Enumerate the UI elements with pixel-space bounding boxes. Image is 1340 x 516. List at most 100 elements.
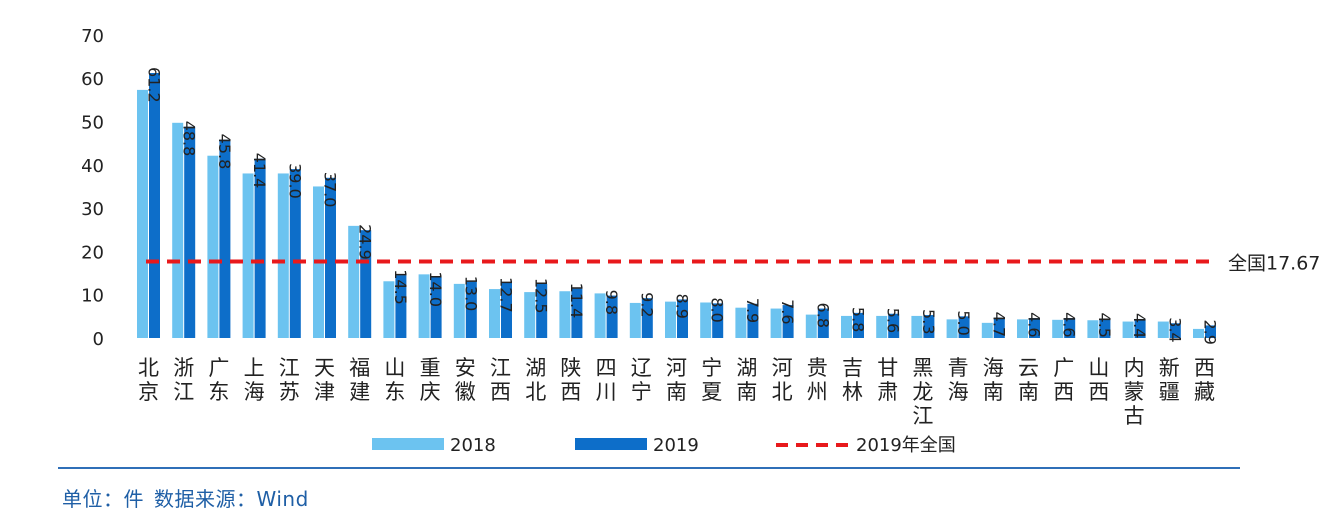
bar-2018	[770, 308, 782, 338]
data-label: 14.0	[426, 271, 445, 307]
category-label: 西	[1194, 356, 1215, 380]
y-tick-label: 70	[81, 26, 104, 47]
data-label: 5.6	[884, 308, 903, 333]
data-label: 4.7	[989, 312, 1008, 337]
y-axis: 0 10 20 30 40 50 60 70	[81, 26, 104, 350]
data-label: 9.2	[637, 292, 656, 317]
category-label: 川	[596, 380, 617, 404]
category-label: 福	[349, 356, 370, 380]
category-label: 庆	[420, 380, 441, 404]
bar-2018	[911, 315, 923, 338]
data-label: 4.4	[1130, 313, 1149, 338]
source-label: 数据来源：Wind	[154, 487, 309, 511]
data-label: 24.9	[356, 224, 375, 260]
data-label: 7.6	[778, 299, 797, 324]
category-label: 江	[279, 356, 300, 380]
category-label: 四	[596, 356, 617, 380]
bar-2019	[782, 305, 794, 338]
data-label: 12.7	[497, 277, 516, 313]
bar-2019	[254, 158, 266, 338]
data-label: 41.4	[250, 153, 269, 189]
category-label: 东	[208, 380, 229, 404]
bar-2018	[348, 225, 360, 338]
category-label: 广	[208, 356, 229, 380]
data-label: 9.8	[602, 290, 621, 315]
bar-2019	[289, 169, 301, 338]
category-label: 宁	[701, 356, 722, 380]
category-label: 徽	[455, 380, 476, 404]
data-label: 39.0	[285, 163, 304, 199]
bar-2019	[606, 295, 618, 338]
y-tick-label: 30	[81, 199, 104, 220]
bar-2018	[489, 289, 500, 338]
category-label: 黑	[912, 356, 933, 380]
category-label: 海	[948, 380, 969, 404]
y-tick-label: 20	[81, 242, 104, 263]
bar-2019	[817, 308, 829, 338]
category-label: 南	[1018, 380, 1039, 404]
data-label: 3.4	[1165, 317, 1184, 342]
bar-2019	[501, 283, 512, 338]
bar-2019	[853, 312, 864, 338]
category-label: 浙	[173, 356, 194, 380]
bar-2019	[149, 73, 160, 338]
bar-2018	[876, 315, 888, 338]
legend-label-2019: 2019	[653, 435, 699, 456]
category-label: 北	[772, 380, 793, 404]
data-label: 6.8	[813, 303, 832, 328]
y-tick-label: 60	[81, 69, 104, 90]
bar-2018	[1017, 319, 1028, 338]
category-label: 南	[736, 380, 757, 404]
category-label: 重	[420, 356, 441, 380]
unit-label: 单位：件	[62, 487, 144, 511]
category-label: 内	[1124, 356, 1145, 380]
bar-2019	[1169, 323, 1181, 338]
x-axis-categories: 北京浙江广东上海江苏天津福建山东重庆安徽江西湖北陕西四川辽宁河南宁夏湖南河北贵州…	[138, 356, 1215, 428]
category-label: 蒙	[1124, 380, 1145, 404]
bar-2019	[360, 230, 372, 338]
category-label: 江	[173, 380, 194, 404]
bar-2019	[923, 315, 935, 338]
footer: 单位：件 数据来源：Wind	[62, 483, 319, 512]
bar-2019	[993, 317, 1005, 338]
category-label: 东	[384, 380, 405, 404]
data-label: 7.9	[743, 298, 762, 323]
category-label: 州	[807, 380, 828, 404]
bar-2019	[958, 316, 970, 338]
legend-swatch-2018	[372, 438, 444, 450]
y-tick-label: 10	[81, 286, 104, 307]
category-label: 安	[455, 356, 476, 380]
category-label: 新	[1159, 356, 1180, 380]
data-label: 5.0	[954, 310, 973, 335]
bar-2018	[805, 314, 817, 338]
category-label: 辽	[631, 356, 652, 380]
bar-2018	[841, 315, 852, 338]
category-label: 苏	[279, 380, 300, 404]
reference-line-group: 全国17.67	[146, 252, 1320, 274]
category-label: 肃	[877, 380, 898, 404]
data-label: 4.5	[1095, 313, 1114, 338]
category-label: 西	[560, 380, 581, 404]
bar-2018	[700, 302, 712, 338]
data-label: 4.6	[1060, 312, 1079, 337]
category-label: 北	[525, 380, 546, 404]
bar-2019	[571, 288, 583, 338]
category-label: 古	[1124, 404, 1145, 428]
bar-2019	[465, 281, 477, 338]
bar-2019	[325, 177, 336, 338]
bar-2019	[430, 277, 442, 338]
bar-2019	[536, 283, 548, 338]
category-label: 西	[1053, 380, 1074, 404]
bar-2019	[219, 139, 231, 338]
category-label: 南	[666, 380, 687, 404]
bar-2018	[735, 307, 747, 338]
bar-2019	[712, 303, 724, 338]
bar-2018	[946, 319, 958, 338]
category-label: 西	[1088, 380, 1109, 404]
bar-2019	[641, 298, 653, 338]
bar-2018	[981, 322, 993, 338]
bar-2018	[559, 291, 571, 338]
category-label: 疆	[1159, 380, 1180, 404]
y-tick-label: 50	[81, 113, 104, 134]
bar-2018	[207, 155, 219, 338]
